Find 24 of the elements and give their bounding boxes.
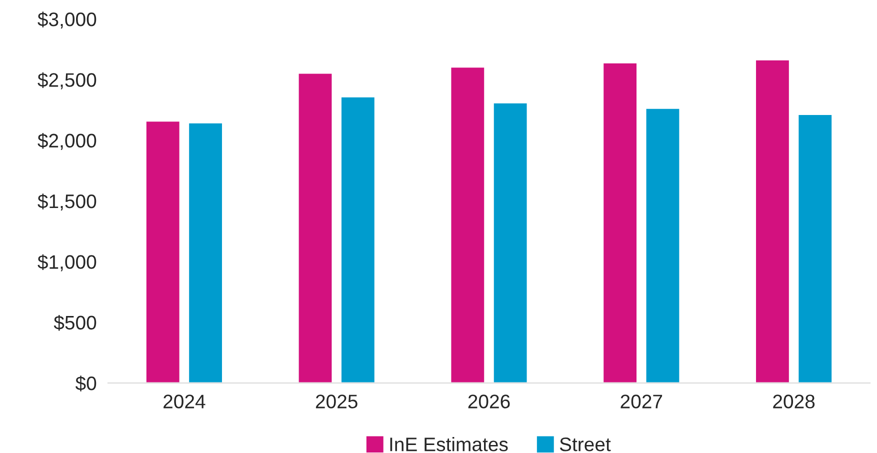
y-tick-label: $0 (75, 376, 96, 392)
y-tick-label: $2,500 (38, 72, 96, 90)
legend-label: InE Estimates (390, 437, 508, 452)
x-tick-label: 2026 (468, 394, 510, 408)
x-tick-label: 2028 (773, 394, 815, 408)
y-tick-label: $1,500 (38, 194, 96, 211)
x-tick-label: 2024 (164, 394, 206, 408)
y-tick-label: $500 (54, 314, 96, 331)
bar (450, 66, 486, 383)
bar (754, 58, 790, 383)
bar (145, 120, 181, 383)
bar (340, 96, 376, 383)
y-tick-label: $2,000 (38, 132, 96, 150)
y-tick-label: $1,000 (38, 254, 96, 272)
bar (602, 62, 638, 383)
x-tick-label: 2025 (316, 394, 358, 408)
bar (797, 114, 833, 383)
x-tick-label: 2027 (620, 394, 662, 408)
bar (492, 102, 528, 383)
bar (297, 72, 334, 383)
legend-label: Street (560, 438, 611, 452)
bar (188, 122, 224, 383)
y-tick-label: $3,000 (38, 12, 96, 29)
bar (644, 107, 681, 383)
